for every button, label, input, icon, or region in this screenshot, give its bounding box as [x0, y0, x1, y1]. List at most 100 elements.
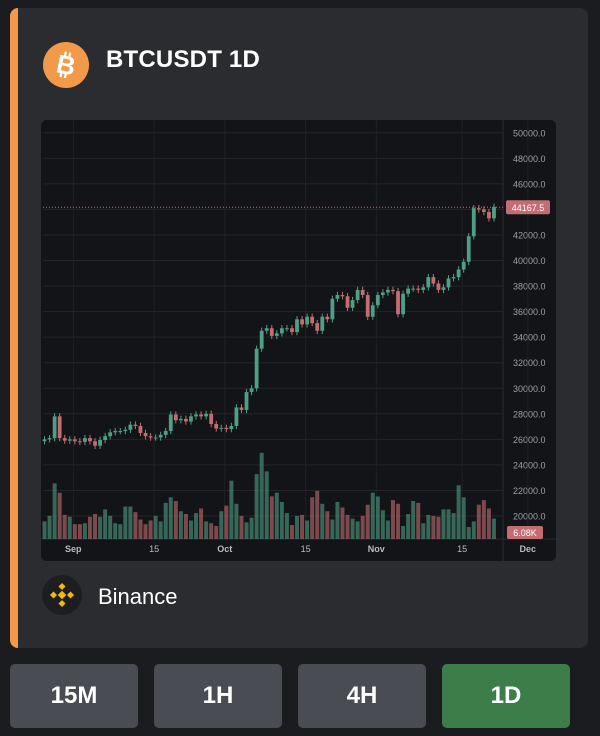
volume-bar: [305, 520, 310, 539]
candle-body: [148, 436, 153, 438]
volume-bar: [295, 515, 300, 539]
volume-bar: [183, 513, 188, 539]
volume-bar: [411, 501, 416, 539]
price-chart[interactable]: 50000.048000.046000.044000.042000.040000…: [41, 120, 556, 561]
candle-body: [259, 330, 264, 349]
volume-bar: [42, 521, 47, 539]
candle-body: [285, 328, 289, 330]
candle-body: [264, 328, 269, 331]
candle-body: [219, 427, 224, 429]
candle-body: [138, 425, 143, 433]
volume-bar: [441, 509, 446, 539]
volume-bar: [401, 526, 406, 539]
x-tick-label: Nov: [368, 544, 385, 554]
candle-body: [168, 414, 173, 432]
candle-body: [401, 293, 405, 315]
candle-body: [47, 438, 52, 440]
candle-body: [173, 414, 178, 421]
y-tick-label: 40000.0: [513, 256, 546, 266]
volume-bar: [330, 519, 335, 539]
candlestick-chart-svg: 50000.048000.046000.044000.042000.040000…: [41, 120, 556, 561]
candle-body: [295, 319, 299, 333]
card-accent-bar: [10, 8, 18, 648]
volume-bar: [486, 508, 491, 539]
volume-bar: [143, 524, 148, 539]
volume-bar: [249, 517, 254, 539]
candle-body: [108, 432, 113, 437]
candle-body: [239, 407, 244, 410]
volume-bar: [138, 519, 143, 539]
volume-bar: [128, 506, 133, 539]
timeframe-button-15m[interactable]: 15M: [10, 664, 138, 728]
timeframe-button-4h[interactable]: 4H: [298, 664, 426, 728]
candle-body: [471, 208, 476, 237]
volume-bar: [188, 520, 193, 539]
candle-body: [204, 413, 209, 417]
candle-body: [446, 278, 451, 288]
volume-bar: [234, 503, 239, 539]
volume-bar: [57, 492, 62, 539]
volume-bar: [390, 500, 395, 539]
volume-bar: [279, 501, 284, 539]
x-tick-label: Sep: [65, 544, 82, 554]
volume-bar: [62, 514, 67, 539]
candle-body: [189, 416, 193, 422]
volume-bar: [320, 503, 325, 539]
volume-bar: [47, 515, 52, 539]
volume-bar: [219, 511, 224, 539]
candle-body: [224, 427, 229, 430]
candle-body: [77, 441, 82, 443]
candle-body: [194, 414, 198, 417]
candle-body: [492, 206, 496, 219]
candle-body: [214, 424, 219, 429]
volume-bar: [118, 524, 123, 539]
y-tick-label: 24000.0: [513, 460, 546, 470]
candle-body: [375, 295, 380, 306]
candle-body: [320, 316, 325, 331]
volume-bar: [345, 514, 350, 539]
volume-bar: [491, 518, 496, 539]
timeframe-button-1d[interactable]: 1D: [442, 664, 570, 728]
candle-body: [370, 305, 375, 317]
volume-bar: [52, 483, 57, 539]
volume-bar: [67, 516, 72, 539]
x-tick-label: Oct: [217, 544, 232, 554]
volume-bar: [259, 452, 264, 539]
volume-bar: [335, 501, 340, 539]
bitcoin-icon: B: [43, 42, 89, 88]
candle-body: [461, 261, 466, 270]
candle-body: [466, 236, 471, 262]
candle-body: [62, 438, 67, 441]
candle-body: [153, 437, 158, 439]
volume-bar: [476, 504, 481, 539]
volume-bar: [461, 497, 466, 539]
volume-bar: [199, 508, 204, 539]
candle-body: [244, 392, 249, 410]
volume-bar: [370, 492, 375, 539]
exchange-name: Binance: [98, 584, 178, 609]
candle-body: [234, 407, 239, 426]
volume-bar: [168, 497, 173, 539]
candle-body: [72, 439, 77, 442]
y-tick-label: 42000.0: [513, 230, 546, 240]
candle-body: [487, 211, 491, 219]
candle-body: [396, 291, 400, 315]
volume-bar: [471, 521, 476, 539]
candle-body: [315, 323, 320, 331]
volume-bar: [103, 509, 108, 539]
volume-bar: [133, 512, 138, 539]
y-tick-label: 50000.0: [513, 128, 546, 138]
candle-body: [365, 295, 370, 317]
candle-body: [93, 441, 97, 446]
volume-bar: [108, 515, 113, 539]
ticker-card: B BTCUSDT 1D 50000.048000.046000.044000.…: [10, 8, 588, 648]
last-price-badge: [506, 200, 550, 215]
candle-body: [118, 431, 123, 433]
volume-bar: [269, 496, 274, 539]
y-tick-label: 38000.0: [513, 282, 546, 292]
volume-bar: [451, 513, 456, 539]
candle-body: [113, 431, 118, 433]
x-tick-label: 15: [301, 544, 311, 554]
candle-body: [416, 288, 421, 290]
timeframe-button-1h[interactable]: 1H: [154, 664, 282, 728]
